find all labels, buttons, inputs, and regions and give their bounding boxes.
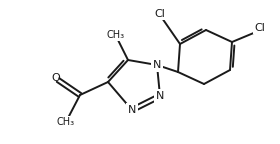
Text: O: O: [52, 73, 60, 83]
Text: Cl: Cl: [255, 23, 265, 33]
Text: CH₃: CH₃: [107, 30, 125, 40]
Text: CH₃: CH₃: [57, 117, 75, 127]
Text: N: N: [153, 60, 161, 70]
Text: N: N: [156, 91, 164, 101]
Text: Cl: Cl: [155, 9, 165, 19]
Text: N: N: [128, 105, 136, 115]
